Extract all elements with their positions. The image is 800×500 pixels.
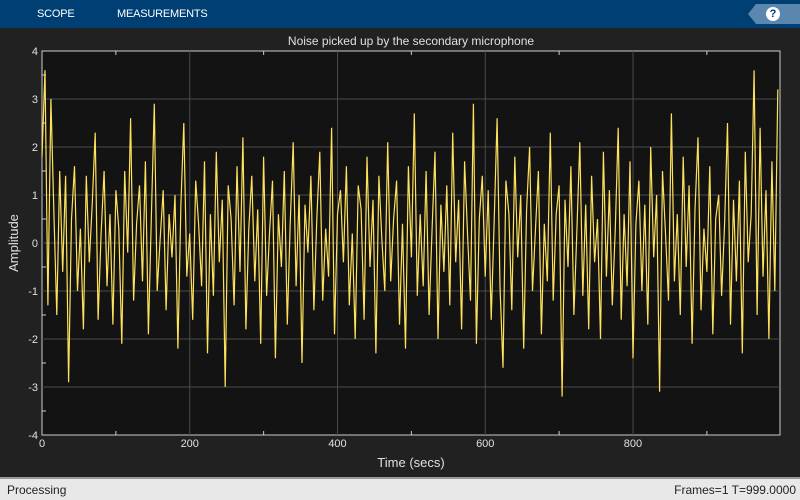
x-tick-label: 800 <box>624 438 642 450</box>
x-tick-label: 0 <box>39 438 45 450</box>
y-tick-label: -2 <box>28 334 38 346</box>
y-tick-label: 4 <box>32 46 38 58</box>
y-tick-label: 2 <box>32 142 38 154</box>
y-tick-label: 3 <box>32 94 38 106</box>
tab-measurements[interactable]: MEASUREMENTS <box>117 8 208 20</box>
chart-title: Noise picked up by the secondary microph… <box>288 34 534 48</box>
y-tick-label: 0 <box>32 238 38 250</box>
question-mark-icon: ? <box>766 7 780 21</box>
x-tick-label: 200 <box>181 438 199 450</box>
x-tick-label: 400 <box>328 438 346 450</box>
y-tick-label: -3 <box>28 382 38 394</box>
time-scope-chart: Noise picked up by the secondary microph… <box>6 34 781 470</box>
frame-time-readout: Frames=1 T=999.0000 <box>674 483 796 497</box>
y-axis-label: Amplitude <box>6 214 21 272</box>
y-tick-label: -4 <box>28 430 38 442</box>
x-tick-label: 600 <box>476 438 494 450</box>
y-tick-label: 1 <box>32 190 38 202</box>
status-text: Processing <box>7 483 67 497</box>
toolbar: SCOPE MEASUREMENTS ? <box>0 0 800 28</box>
series-line <box>41 70 779 397</box>
help-button[interactable]: ? <box>748 4 800 24</box>
tab-scope[interactable]: SCOPE <box>37 8 75 20</box>
y-tick-label: -1 <box>28 286 38 298</box>
x-axis-label: Time (secs) <box>377 455 444 470</box>
status-bar: Processing Frames=1 T=999.0000 <box>0 477 800 500</box>
